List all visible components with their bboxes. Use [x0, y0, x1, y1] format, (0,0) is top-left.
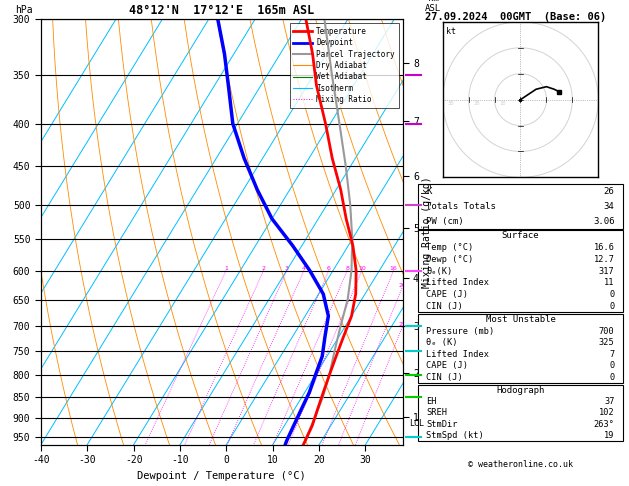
Text: 7: 7: [610, 350, 615, 359]
Text: 11: 11: [604, 278, 615, 287]
Text: © weatheronline.co.uk: © weatheronline.co.uk: [468, 460, 573, 469]
Bar: [418, 184, 623, 228]
Text: 20: 20: [474, 101, 481, 106]
Text: 0: 0: [610, 362, 615, 370]
Text: 3.06: 3.06: [593, 217, 615, 226]
Bar: [418, 385, 623, 441]
Text: LCL: LCL: [409, 419, 425, 428]
Text: PW (cm): PW (cm): [426, 217, 464, 226]
Text: 102: 102: [599, 408, 615, 417]
Text: 700: 700: [599, 327, 615, 336]
Y-axis label: Mixing Ratio (g/kg): Mixing Ratio (g/kg): [421, 176, 431, 288]
Text: CAPE (J): CAPE (J): [426, 290, 469, 299]
Text: Lifted Index: Lifted Index: [426, 278, 489, 287]
Text: K: K: [426, 187, 432, 196]
X-axis label: Dewpoint / Temperature (°C): Dewpoint / Temperature (°C): [137, 470, 306, 481]
Bar: [418, 314, 623, 383]
Text: 34: 34: [604, 202, 615, 210]
Text: Most Unstable: Most Unstable: [486, 315, 555, 324]
Text: 10: 10: [358, 266, 365, 271]
Text: Hodograph: Hodograph: [496, 386, 545, 395]
Text: kt: kt: [446, 27, 456, 35]
Text: 16.6: 16.6: [594, 243, 615, 252]
Text: Temp (°C): Temp (°C): [426, 243, 474, 252]
Text: Lifted Index: Lifted Index: [426, 350, 489, 359]
Text: 30: 30: [448, 101, 454, 106]
Text: Pressure (mb): Pressure (mb): [426, 327, 495, 336]
Text: CAPE (J): CAPE (J): [426, 362, 469, 370]
Text: 263°: 263°: [594, 419, 615, 429]
Text: 16: 16: [390, 266, 398, 271]
Text: 1: 1: [224, 266, 228, 271]
Text: EH: EH: [426, 397, 437, 406]
Text: 0: 0: [610, 290, 615, 299]
Text: 19: 19: [604, 431, 615, 440]
Text: 25: 25: [398, 322, 406, 327]
Text: 10: 10: [500, 101, 506, 106]
Text: CIN (J): CIN (J): [426, 373, 463, 382]
Text: θₑ(K): θₑ(K): [426, 267, 453, 276]
Text: 325: 325: [599, 338, 615, 347]
Text: Surface: Surface: [502, 231, 539, 241]
Text: 27.09.2024  00GMT  (Base: 06): 27.09.2024 00GMT (Base: 06): [425, 12, 606, 22]
Text: SREH: SREH: [426, 408, 447, 417]
Text: θₑ (K): θₑ (K): [426, 338, 458, 347]
Text: 26: 26: [604, 187, 615, 196]
Text: StmDir: StmDir: [426, 419, 458, 429]
Text: Dewp (°C): Dewp (°C): [426, 255, 474, 264]
Text: 2: 2: [262, 266, 265, 271]
Text: km
ASL: km ASL: [425, 0, 442, 13]
Text: 317: 317: [599, 267, 615, 276]
Legend: Temperature, Dewpoint, Parcel Trajectory, Dry Adiabat, Wet Adiabat, Isotherm, Mi: Temperature, Dewpoint, Parcel Trajectory…: [289, 23, 399, 107]
Text: Totals Totals: Totals Totals: [426, 202, 496, 210]
Text: 12.7: 12.7: [594, 255, 615, 264]
Text: StmSpd (kt): StmSpd (kt): [426, 431, 484, 440]
Text: 8: 8: [345, 266, 349, 271]
Bar: [418, 230, 623, 312]
Title: 48°12'N  17°12'E  165m ASL: 48°12'N 17°12'E 165m ASL: [129, 4, 314, 17]
Text: 37: 37: [604, 397, 615, 406]
Text: CIN (J): CIN (J): [426, 302, 463, 311]
Text: 4: 4: [302, 266, 306, 271]
Text: 6: 6: [327, 266, 331, 271]
Text: 0: 0: [610, 302, 615, 311]
Text: 20: 20: [398, 283, 406, 288]
Text: 0: 0: [610, 373, 615, 382]
Text: hPa: hPa: [16, 5, 33, 15]
Text: 3: 3: [285, 266, 289, 271]
